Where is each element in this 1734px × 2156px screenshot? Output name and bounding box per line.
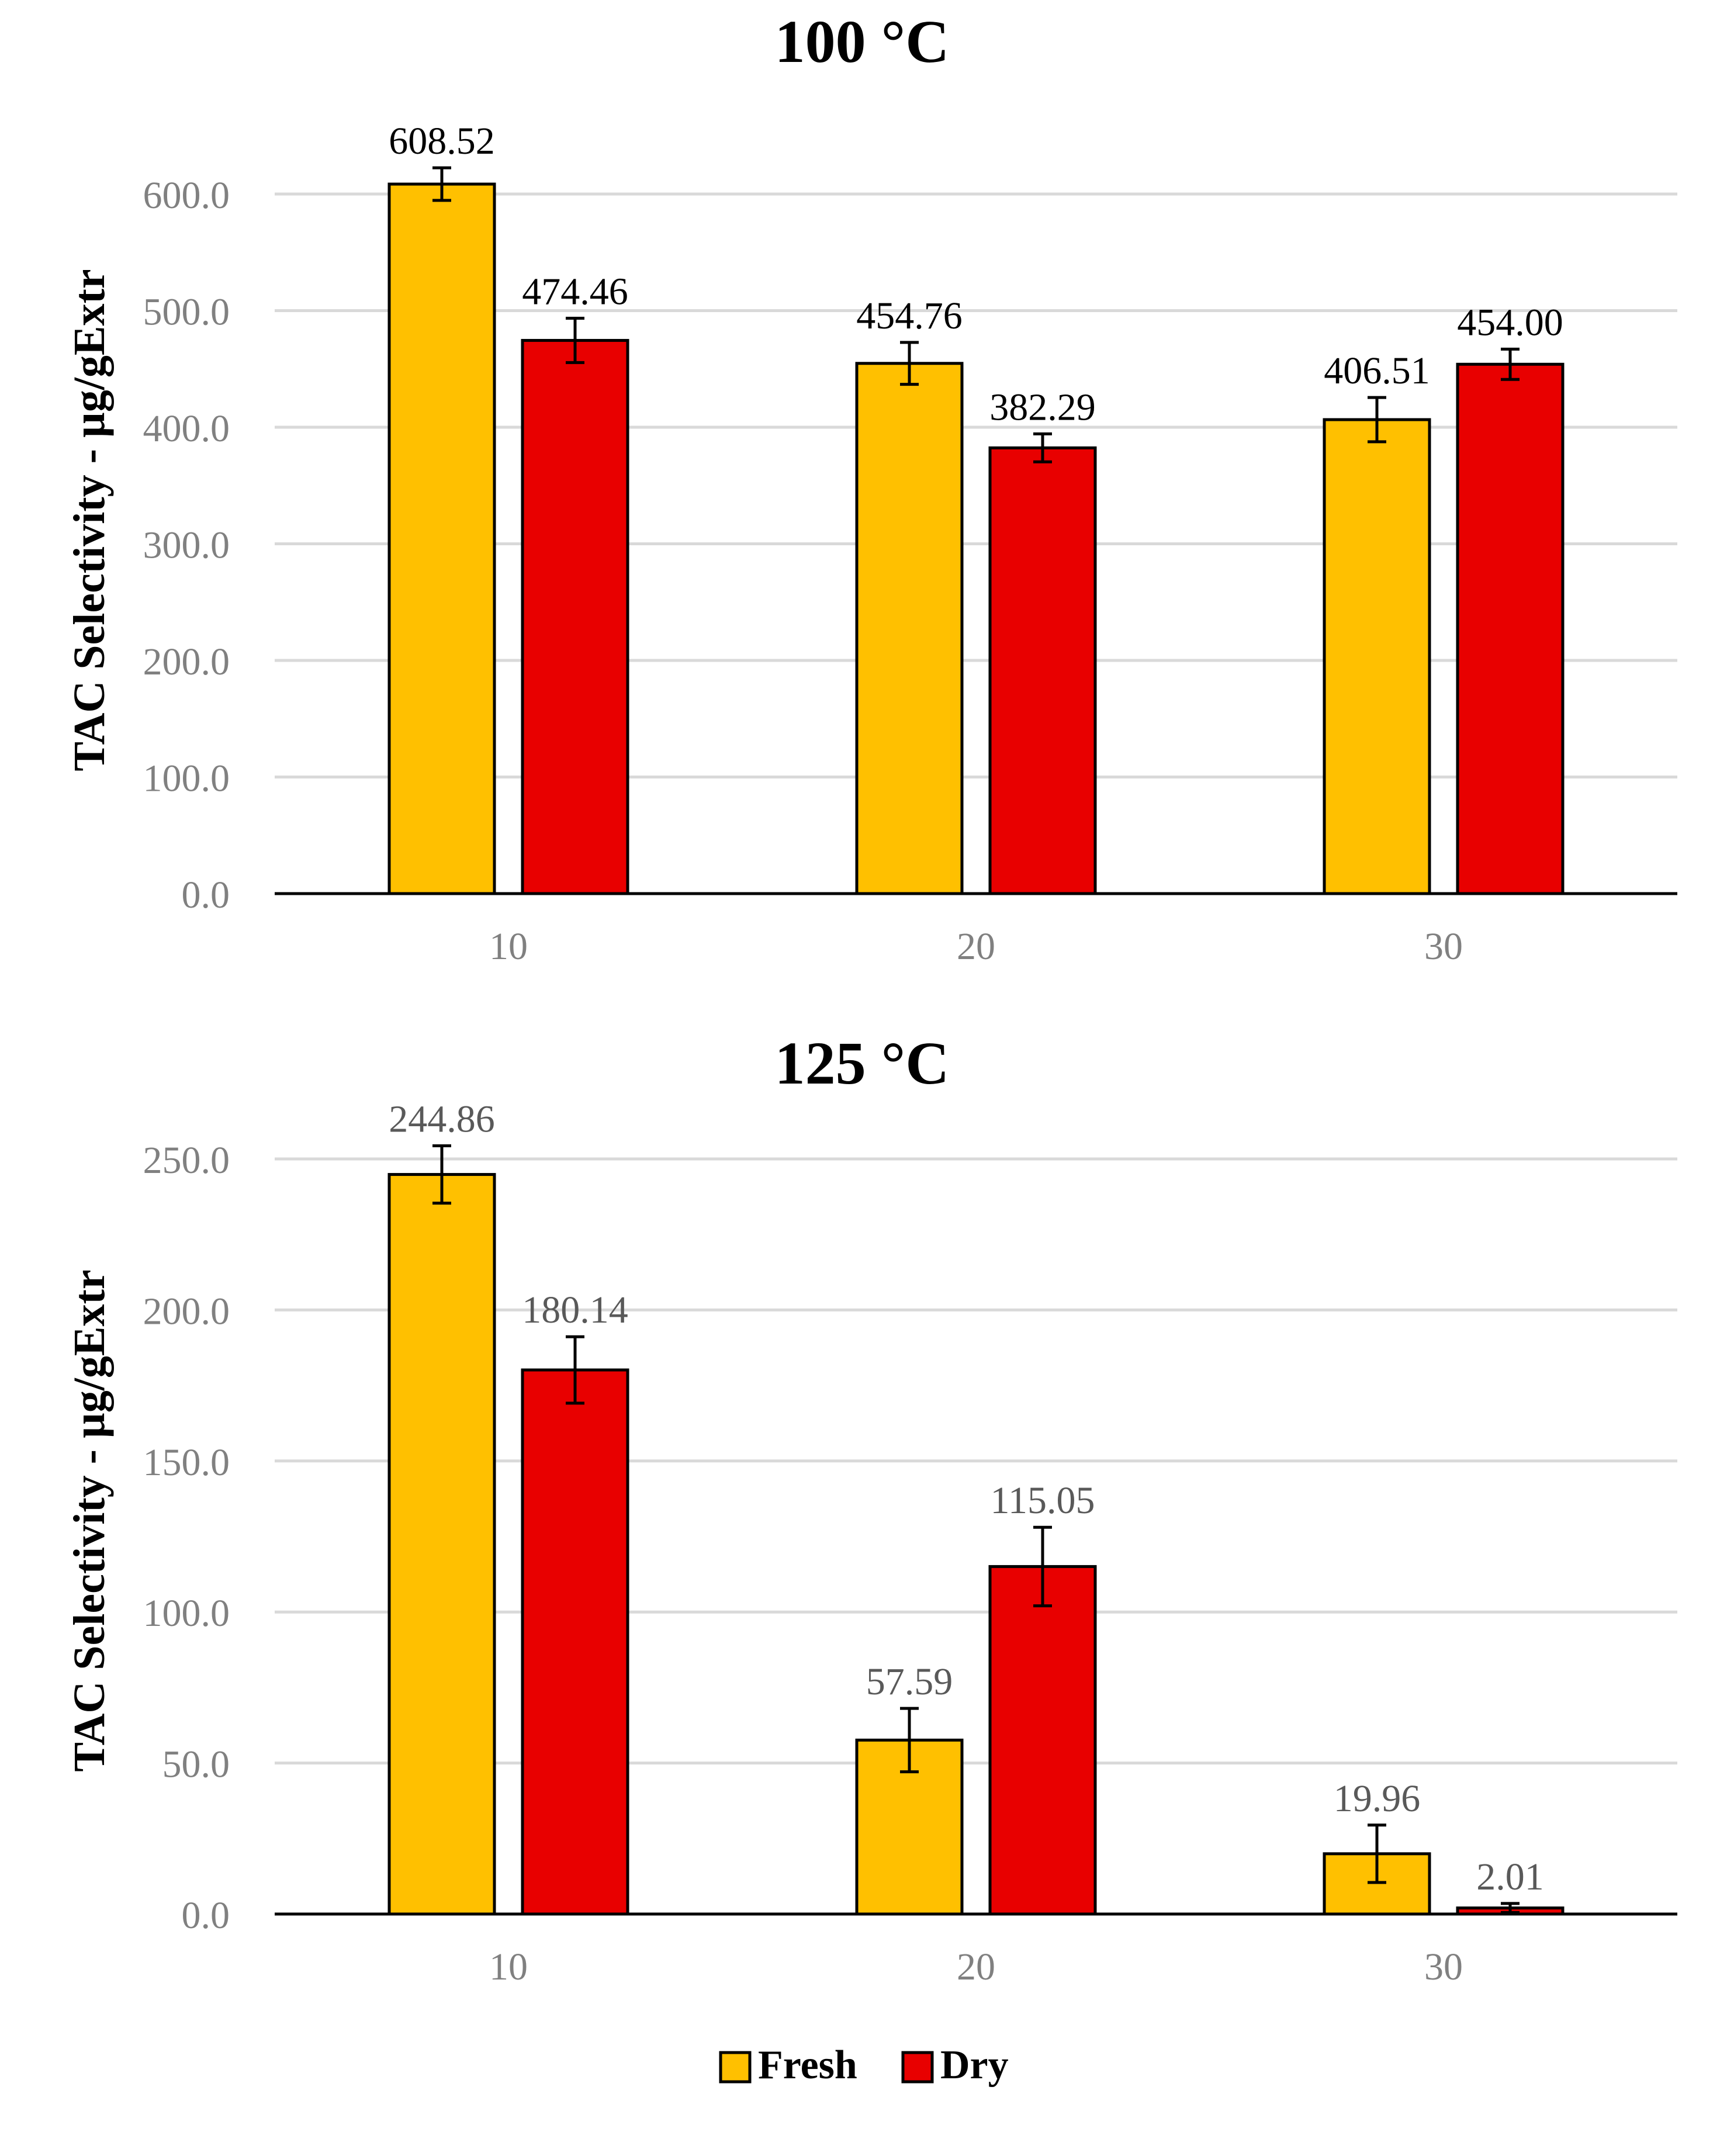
data-label-dry-20: 382.29 <box>989 386 1096 428</box>
bar-dry-20 <box>988 446 1097 895</box>
error-bars <box>432 166 1520 463</box>
chart-100c: 100 °C TAC Selectivity - µg/gExtr 0.0100… <box>65 8 1677 968</box>
error-bar-fresh-30 <box>1368 1823 1386 1884</box>
error-bar-dry-10 <box>566 317 584 364</box>
data-label-dry-10: 474.46 <box>522 271 628 313</box>
legend-swatch-fresh <box>719 2051 752 2084</box>
gridlines <box>275 192 1677 778</box>
error-bar-dry-30 <box>1501 347 1520 381</box>
legend-label-fresh: Fresh <box>758 2043 857 2088</box>
error-bar-dry-30 <box>1501 1902 1520 1914</box>
data-label-fresh-30: 19.96 <box>1334 1777 1421 1820</box>
y-tick-label: 400.0 <box>143 407 230 450</box>
error-bar-fresh-20 <box>900 341 919 386</box>
x-tick-label: 30 <box>1424 1946 1463 1988</box>
chart-125c: 125 °C TAC Selectivity - µg/gExtr 0.0 50.… <box>65 1030 1677 1988</box>
x-tick-label: 10 <box>489 925 528 968</box>
data-labels: 244.86 180.14 57.59 115.05 19.96 2.01 <box>389 1098 1544 1898</box>
y-tick-label: 250.0 <box>143 1139 230 1182</box>
bars <box>387 1173 1565 1916</box>
error-bar-fresh-10 <box>432 166 451 202</box>
legend: Fresh Dry <box>719 2043 1009 2088</box>
data-label-fresh-20: 454.76 <box>856 295 963 337</box>
chart-title: 125 °C <box>775 1030 950 1097</box>
data-label-dry-20: 115.05 <box>990 1479 1095 1522</box>
x-tick-labels: 10 20 30 <box>489 1946 1463 1988</box>
bar-fresh-30 <box>1323 418 1431 895</box>
x-tick-label: 20 <box>957 1946 995 1988</box>
legend-label-dry: Dry <box>940 2043 1009 2088</box>
bar-dry-10 <box>521 1368 629 1916</box>
bar-fresh-10 <box>387 182 496 895</box>
y-axis-label: TAC Selectivity - µg/gExtr <box>65 1269 114 1771</box>
chart-title: 100 °C <box>775 8 950 75</box>
x-tick-label: 20 <box>957 925 995 968</box>
data-label-fresh-10: 608.52 <box>389 120 495 162</box>
y-tick-label: 600.0 <box>143 174 230 217</box>
y-tick-label: 200.0 <box>143 1290 230 1333</box>
error-bar-fresh-10 <box>432 1144 451 1205</box>
y-axis-label: TAC Selectivity - µg/gExtr <box>65 269 114 771</box>
bar-fresh-20 <box>855 362 964 895</box>
error-bar-dry-20 <box>1033 1525 1052 1608</box>
legend-swatch-dry <box>901 2051 934 2084</box>
data-labels: 608.52 474.46 454.76 382.29 406.51 454.00 <box>389 120 1563 428</box>
error-bar-fresh-30 <box>1368 396 1386 444</box>
data-label-dry-10: 180.14 <box>522 1289 628 1331</box>
bar-dry-10 <box>521 338 629 895</box>
x-tick-label: 30 <box>1424 925 1463 968</box>
y-tick-label: 150.0 <box>143 1441 230 1484</box>
y-tick-label: 0.0 <box>182 1894 230 1937</box>
data-label-fresh-10: 244.86 <box>389 1098 495 1140</box>
error-bars <box>432 1144 1520 1914</box>
x-tick-label: 10 <box>489 1946 528 1988</box>
bar-dry-20 <box>988 1565 1097 1916</box>
bar-dry-30 <box>1456 362 1565 895</box>
data-label-dry-30: 454.00 <box>1457 301 1563 344</box>
y-tick-label: 50.0 <box>162 1743 230 1786</box>
y-tick-label: 100.0 <box>143 1592 230 1635</box>
error-bar-dry-10 <box>566 1335 584 1405</box>
gridlines <box>275 1157 1677 1765</box>
error-bar-dry-20 <box>1033 432 1052 463</box>
y-tick-labels: 0.0 100.0 200.0 300.0 400.0 500.0 600.0 <box>143 174 230 916</box>
y-tick-label: 100.0 <box>143 757 230 800</box>
y-tick-labels: 0.0 50.0 100.0 150.0 200.0 250.0 <box>143 1139 230 1937</box>
data-label-dry-30: 2.01 <box>1476 1856 1544 1898</box>
x-tick-labels: 10 20 30 <box>489 925 1463 968</box>
y-tick-label: 300.0 <box>143 524 230 567</box>
data-label-fresh-30: 406.51 <box>1324 349 1430 392</box>
bar-fresh-10 <box>387 1173 496 1916</box>
y-tick-label: 0.0 <box>182 874 230 916</box>
error-bar-fresh-20 <box>900 1707 919 1774</box>
y-tick-label: 500.0 <box>143 291 230 334</box>
y-tick-label: 200.0 <box>143 641 230 683</box>
data-label-fresh-20: 57.59 <box>866 1660 953 1703</box>
